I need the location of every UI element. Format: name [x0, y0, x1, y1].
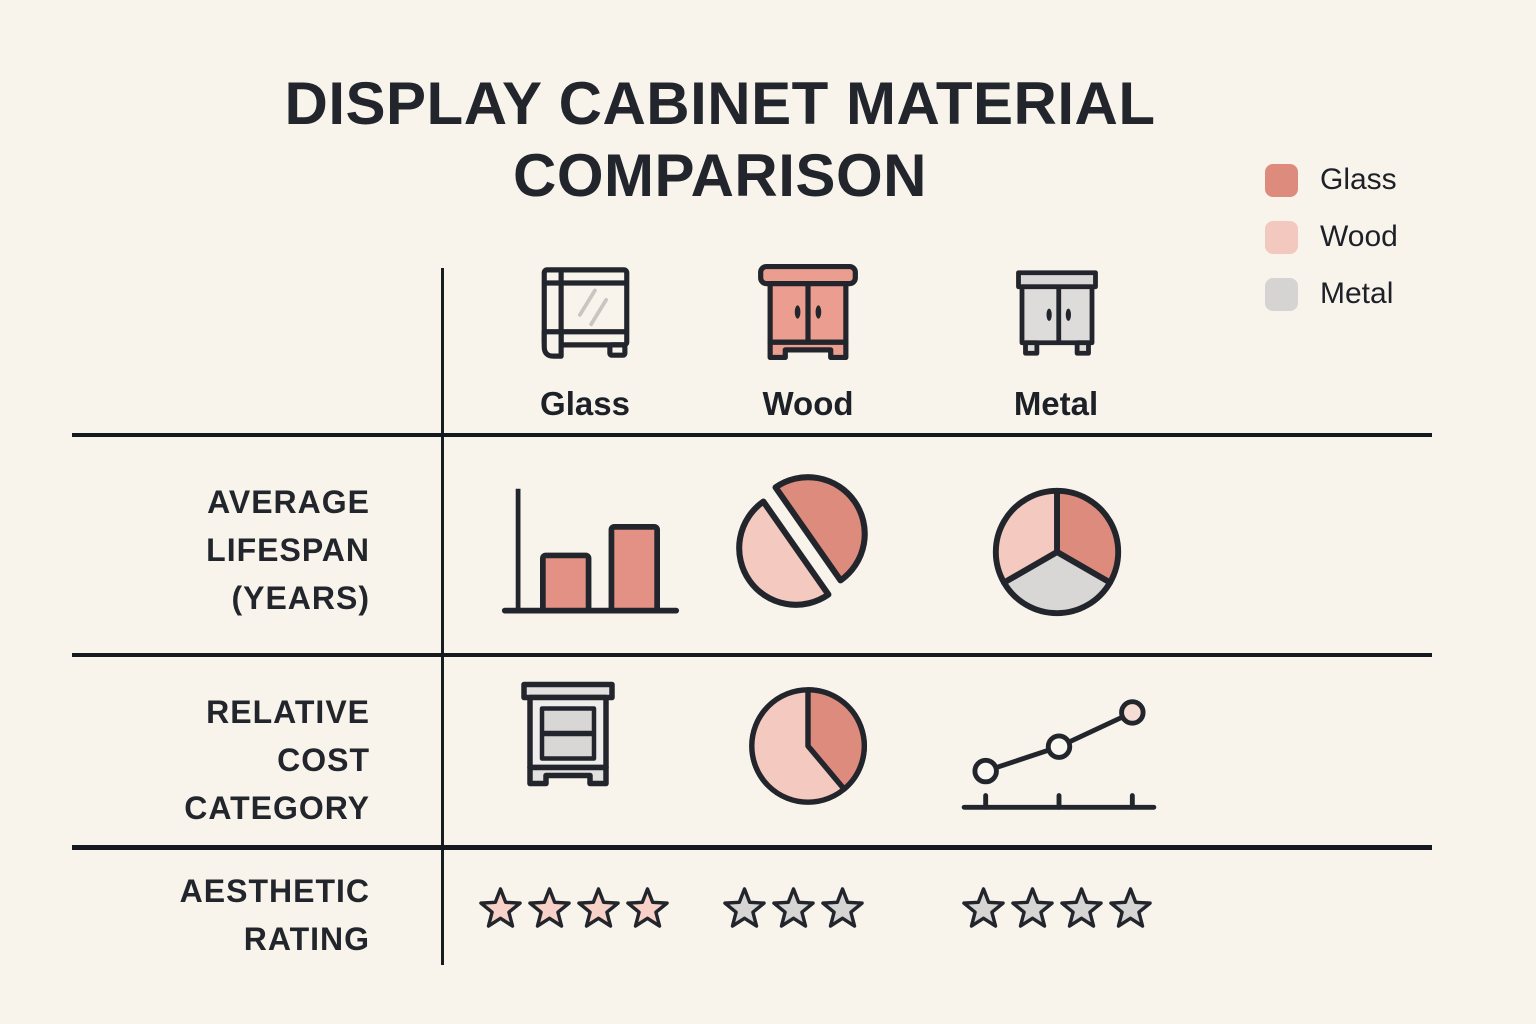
legend: Glass Wood Metal [1265, 163, 1398, 334]
glass-swatch-icon [1265, 163, 1298, 197]
star-icon [528, 887, 571, 928]
star-rating-metal [960, 886, 1154, 931]
wood-cabinet-icon [758, 263, 858, 361]
bar-chart-icon [501, 488, 680, 614]
legend-item-wood: Wood [1265, 220, 1398, 254]
row-label-line: AESTHETIC [179, 873, 370, 909]
page-title: DISPLAY CABINET MATERIAL COMPARISON [258, 68, 1182, 212]
column-header-glass: Glass [540, 385, 630, 422]
row-label-line: LIFESPAN [206, 532, 370, 568]
row-label-line: RATING [243, 921, 370, 957]
page-title-line2: COMPARISON [513, 142, 927, 209]
pie-wedge-icon [749, 687, 867, 805]
three-slice-pie-icon [992, 487, 1122, 617]
row-label-line: COST [277, 742, 370, 778]
table-horizontal-divider [72, 845, 1432, 850]
row-label-average-lifespan: AVERAGE LIFESPAN (YEARS) [88, 478, 370, 622]
row-label-relative-cost: RELATIVE COST CATEGORY [88, 688, 370, 832]
page-title-line1: DISPLAY CABINET MATERIAL [284, 70, 1156, 137]
legend-label: Glass [1320, 163, 1397, 196]
glass-cabinet-icon [541, 267, 630, 359]
exploded-pie-icon [736, 474, 868, 608]
star-rating-glass [477, 886, 671, 931]
table-horizontal-divider [72, 653, 1432, 657]
star-icon [479, 887, 522, 928]
star-icon [577, 887, 620, 928]
table-horizontal-divider [72, 433, 1432, 437]
wood-swatch-icon [1265, 220, 1298, 254]
star-rating-wood [721, 886, 866, 931]
row-label-line: CATEGORY [184, 790, 370, 826]
row-label-line: (YEARS) [231, 580, 370, 616]
legend-label: Metal [1320, 277, 1394, 310]
column-header-metal: Metal [1013, 385, 1099, 422]
row-label-line: AVERAGE [207, 484, 370, 520]
cabinet-icon [521, 681, 615, 787]
star-icon [626, 887, 669, 928]
legend-item-glass: Glass [1265, 163, 1398, 197]
rising-line-chart-icon [961, 699, 1157, 810]
star-icon [1011, 887, 1054, 928]
metal-cabinet-icon [1016, 270, 1098, 356]
legend-item-metal: Metal [1265, 277, 1398, 311]
legend-label: Wood [1320, 220, 1398, 253]
star-icon [772, 887, 815, 928]
row-label-line: RELATIVE [206, 694, 370, 730]
star-icon [1109, 887, 1152, 928]
row-label-aesthetic-rating: AESTHETIC RATING [88, 867, 370, 963]
star-icon [1060, 887, 1103, 928]
table-vertical-divider [441, 268, 444, 965]
column-header-wood: Wood [762, 385, 854, 422]
star-icon [962, 887, 1005, 928]
star-icon [821, 887, 864, 928]
star-icon [723, 887, 766, 928]
metal-swatch-icon [1265, 277, 1298, 311]
